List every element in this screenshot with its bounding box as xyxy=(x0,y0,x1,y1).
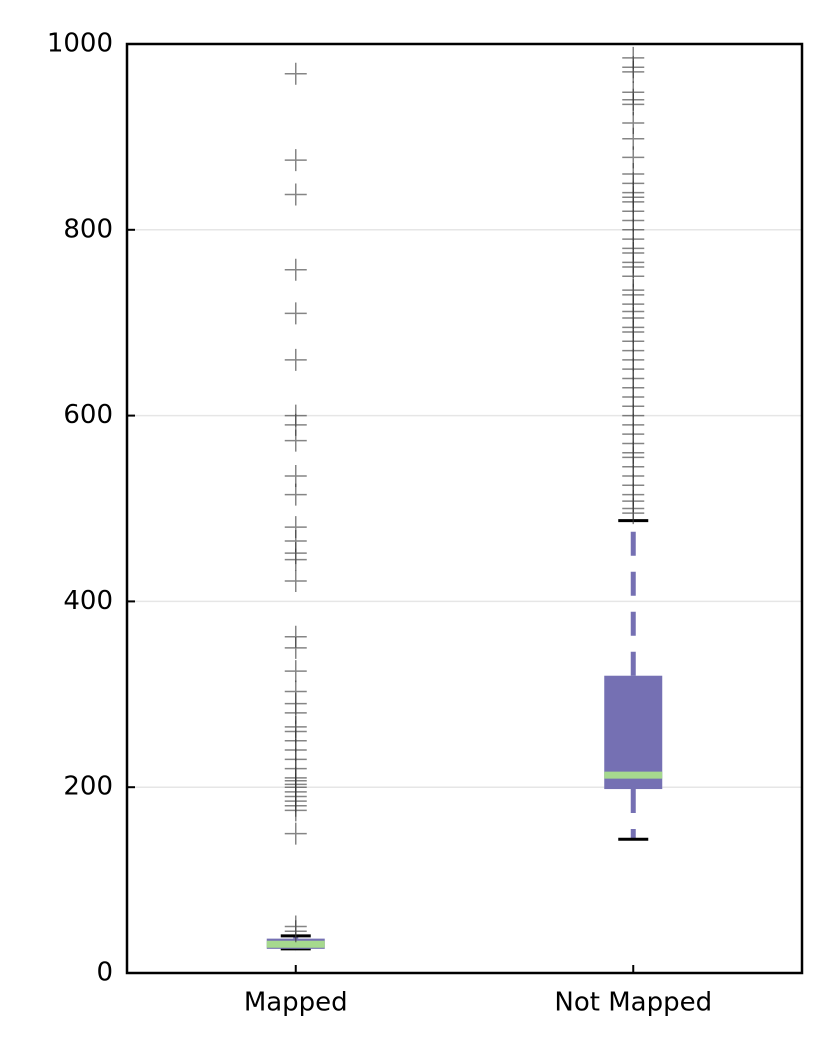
y-tick-label: 800 xyxy=(63,214,113,244)
y-tick-label: 600 xyxy=(63,400,113,430)
flier xyxy=(622,60,645,83)
flier xyxy=(284,636,307,659)
box xyxy=(604,675,663,790)
y-tick-label: 0 xyxy=(96,958,113,988)
flier xyxy=(284,183,307,206)
x-tick-label: Mapped xyxy=(244,988,348,1018)
flier xyxy=(284,799,307,822)
flier xyxy=(284,62,307,85)
flier xyxy=(284,258,307,281)
flier xyxy=(284,660,307,683)
flier xyxy=(284,569,307,592)
y-tick-label: 200 xyxy=(63,772,113,802)
flier xyxy=(622,502,645,525)
flier xyxy=(284,483,307,506)
flier xyxy=(284,920,307,943)
flier xyxy=(622,127,645,150)
y-tick-label: 1000 xyxy=(47,29,113,59)
flier xyxy=(622,93,645,116)
flier xyxy=(284,464,307,487)
flier xyxy=(284,149,307,172)
flier xyxy=(284,548,307,571)
y-tick-label: 400 xyxy=(63,586,113,616)
flier xyxy=(284,429,307,452)
flier xyxy=(284,348,307,371)
plot-frame xyxy=(125,42,804,975)
flier xyxy=(284,822,307,845)
x-tick-label: Not Mapped xyxy=(554,988,712,1018)
flier xyxy=(284,302,307,325)
plot-background xyxy=(127,44,802,973)
